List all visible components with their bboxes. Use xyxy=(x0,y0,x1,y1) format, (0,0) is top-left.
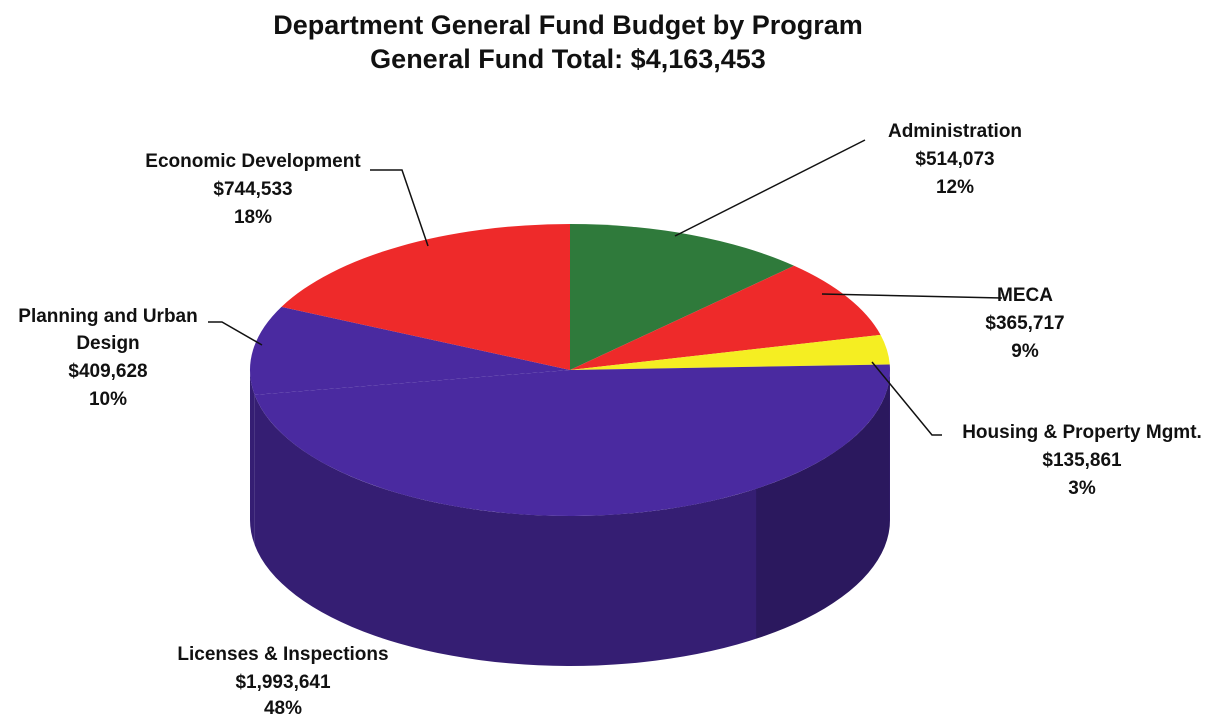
pie-top-layer xyxy=(250,224,890,516)
pie-slice-licenses-inspections xyxy=(254,364,890,516)
slice-label-meca: MECA $365,717 9% xyxy=(985,285,1064,362)
slice-value: $744,533 xyxy=(213,179,292,200)
chart-subtitle: General Fund Total: $4,163,453 xyxy=(370,44,766,74)
slice-value: $135,861 xyxy=(1042,450,1122,471)
slice-label-housing: Housing & Property Mgmt. $135,861 3% xyxy=(962,422,1202,499)
slice-label-administration: Administration $514,073 12% xyxy=(888,121,1022,198)
leader-line-meca xyxy=(821,293,1003,299)
slice-value: $1,993,641 xyxy=(235,672,331,693)
leader-line-administration xyxy=(674,139,866,237)
chart-title: Department General Fund Budget by Progra… xyxy=(273,10,863,40)
pie-side-licenses-inspections xyxy=(254,370,890,667)
slice-name-line-1: Planning and Urban xyxy=(18,306,197,327)
leader-line-economic-development xyxy=(370,169,429,247)
leader-line-planning xyxy=(208,321,263,346)
slice-percent: 3% xyxy=(1068,478,1096,499)
slice-percent: 12% xyxy=(936,177,974,198)
slice-percent: 10% xyxy=(89,389,127,410)
pie-side-planning-and-urban-design xyxy=(250,370,255,545)
leader-line-housing xyxy=(871,361,942,436)
pie-slice-economic-development xyxy=(281,224,570,370)
slice-value: $365,717 xyxy=(985,313,1064,334)
pie-slice-planning-and-urban-design xyxy=(250,306,570,395)
slice-name-line-2: Design xyxy=(76,333,139,354)
slice-name: MECA xyxy=(997,285,1053,306)
slice-label-planning: Planning and Urban Design $409,628 10% xyxy=(18,306,197,410)
slice-percent: 9% xyxy=(1011,341,1039,362)
slice-label-economic-development: Economic Development $744,533 18% xyxy=(145,151,361,228)
slice-name: Economic Development xyxy=(145,151,361,172)
slice-label-licenses: Licenses & Inspections $1,993,641 48% xyxy=(177,644,388,719)
leader-lines xyxy=(208,139,1003,436)
pie-slice-meca xyxy=(570,265,881,370)
pie-side-layer xyxy=(250,370,890,667)
slice-value: $514,073 xyxy=(915,149,994,170)
slice-name: Housing & Property Mgmt. xyxy=(962,422,1202,443)
slice-percent: 48% xyxy=(264,698,302,717)
pie-slice-housing-property-mgmt xyxy=(570,334,890,370)
pie-slice-administration xyxy=(570,224,795,370)
slice-value: $409,628 xyxy=(68,361,147,382)
slice-name: Licenses & Inspections xyxy=(177,644,388,665)
slice-percent: 18% xyxy=(234,207,272,228)
pie-side-shading xyxy=(756,377,890,639)
slice-name: Administration xyxy=(888,121,1022,142)
